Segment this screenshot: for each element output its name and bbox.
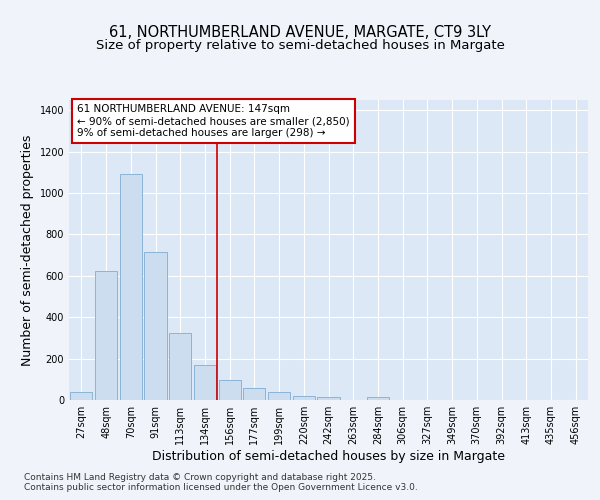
X-axis label: Distribution of semi-detached houses by size in Margate: Distribution of semi-detached houses by …: [152, 450, 505, 463]
Text: 61, NORTHUMBERLAND AVENUE, MARGATE, CT9 3LY: 61, NORTHUMBERLAND AVENUE, MARGATE, CT9 …: [109, 25, 491, 40]
Bar: [268, 392, 290, 400]
Bar: [145, 252, 167, 400]
Bar: [70, 392, 92, 400]
Bar: [119, 174, 142, 400]
Bar: [243, 388, 265, 400]
Bar: [317, 397, 340, 400]
Text: 61 NORTHUMBERLAND AVENUE: 147sqm
← 90% of semi-detached houses are smaller (2,85: 61 NORTHUMBERLAND AVENUE: 147sqm ← 90% o…: [77, 104, 349, 138]
Bar: [367, 397, 389, 400]
Bar: [194, 365, 216, 400]
Bar: [218, 380, 241, 400]
Bar: [169, 333, 191, 400]
Bar: [293, 396, 315, 400]
Bar: [95, 270, 117, 400]
Text: Contains HM Land Registry data © Crown copyright and database right 2025.
Contai: Contains HM Land Registry data © Crown c…: [24, 473, 418, 492]
Text: Size of property relative to semi-detached houses in Margate: Size of property relative to semi-detach…: [95, 38, 505, 52]
Y-axis label: Number of semi-detached properties: Number of semi-detached properties: [21, 134, 34, 366]
